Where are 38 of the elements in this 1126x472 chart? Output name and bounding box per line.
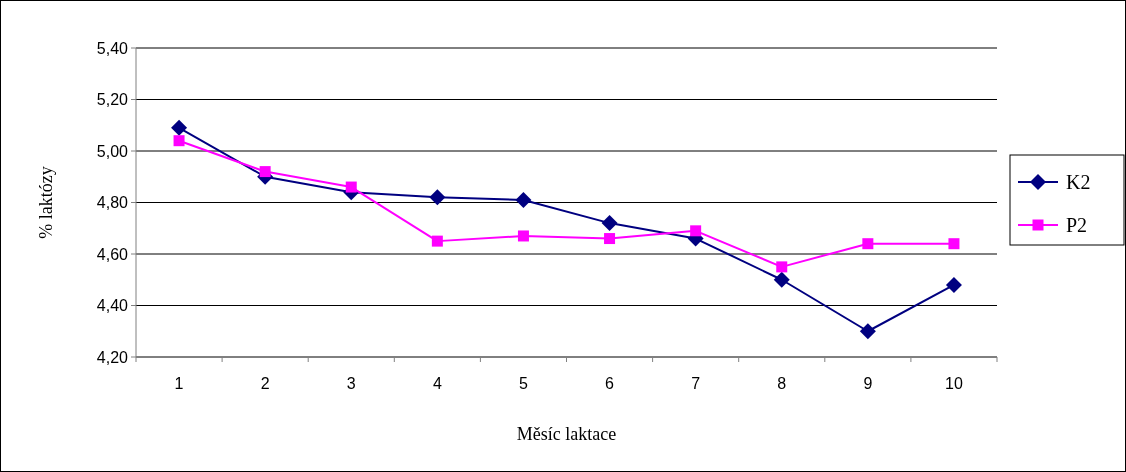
x-tick-label: 2 (260, 375, 270, 392)
point (259, 166, 271, 178)
y-tick-label: 5,00 (96, 142, 129, 160)
x-tick-label: 9 (863, 375, 873, 392)
point (517, 230, 529, 242)
y-axis-title: % laktózy (36, 166, 56, 239)
point (773, 271, 790, 288)
point (515, 191, 532, 208)
point (859, 323, 876, 340)
legend-label: P2 (1066, 214, 1088, 236)
point (173, 135, 185, 147)
point (604, 233, 616, 245)
y-tick-label: 4,20 (96, 348, 129, 366)
x-tick-label: 4 (432, 375, 442, 392)
x-tick-label: 1 (174, 375, 184, 392)
y-tick-label: 4,40 (96, 297, 129, 315)
point (431, 235, 443, 247)
x-axis-title: Měsíc laktace (516, 424, 617, 444)
x-tick-label: 3 (346, 375, 356, 392)
point (429, 189, 446, 206)
y-tick-label: 5,40 (96, 39, 129, 57)
point (345, 181, 357, 193)
point (601, 215, 618, 232)
point (690, 225, 702, 237)
y-tick-label: 4,60 (96, 245, 129, 263)
legend-label: K2 (1066, 171, 1091, 193)
x-tick-label: 5 (519, 375, 528, 392)
point (948, 238, 960, 250)
x-tick-label: 8 (777, 375, 787, 392)
x-tick-label: 10 (945, 375, 963, 392)
x-tick-label: 7 (691, 375, 701, 392)
point (171, 119, 188, 136)
y-tick-label: 5,20 (96, 91, 129, 109)
point (945, 276, 962, 293)
point (862, 238, 874, 250)
y-tick-label: 4,80 (96, 194, 129, 212)
point (776, 261, 788, 273)
x-tick-label: 6 (605, 375, 615, 392)
